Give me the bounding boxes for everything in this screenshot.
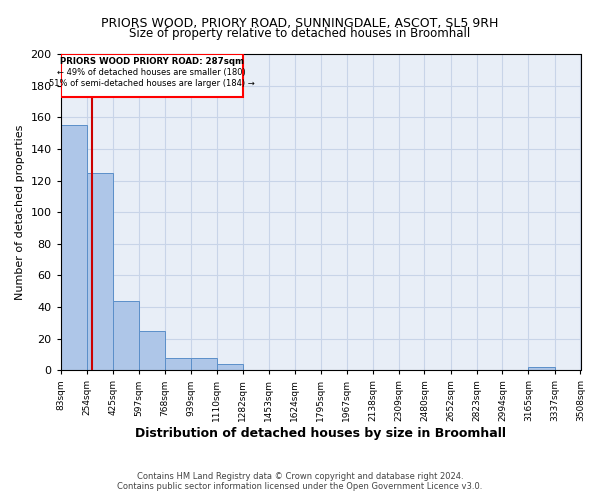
- X-axis label: Distribution of detached houses by size in Broomhall: Distribution of detached houses by size …: [135, 427, 506, 440]
- Text: Size of property relative to detached houses in Broomhall: Size of property relative to detached ho…: [130, 28, 470, 40]
- Y-axis label: Number of detached properties: Number of detached properties: [15, 124, 25, 300]
- Text: Contains HM Land Registry data © Crown copyright and database right 2024.: Contains HM Land Registry data © Crown c…: [137, 472, 463, 481]
- Bar: [529, 367, 554, 370]
- Bar: [86, 172, 113, 370]
- Bar: [61, 125, 86, 370]
- Text: 51% of semi-detached houses are larger (184) →: 51% of semi-detached houses are larger (…: [49, 80, 254, 88]
- Bar: [191, 358, 217, 370]
- Text: PRIORS WOOD, PRIORY ROAD, SUNNINGDALE, ASCOT, SL5 9RH: PRIORS WOOD, PRIORY ROAD, SUNNINGDALE, A…: [101, 18, 499, 30]
- Bar: [164, 358, 191, 370]
- Bar: [113, 300, 139, 370]
- Bar: [217, 364, 242, 370]
- Text: Contains public sector information licensed under the Open Government Licence v3: Contains public sector information licen…: [118, 482, 482, 491]
- Text: PRIORS WOOD PRIORY ROAD: 287sqm: PRIORS WOOD PRIORY ROAD: 287sqm: [59, 57, 244, 66]
- Bar: [139, 331, 164, 370]
- Text: ← 49% of detached houses are smaller (180): ← 49% of detached houses are smaller (18…: [58, 68, 246, 77]
- FancyBboxPatch shape: [61, 54, 242, 96]
